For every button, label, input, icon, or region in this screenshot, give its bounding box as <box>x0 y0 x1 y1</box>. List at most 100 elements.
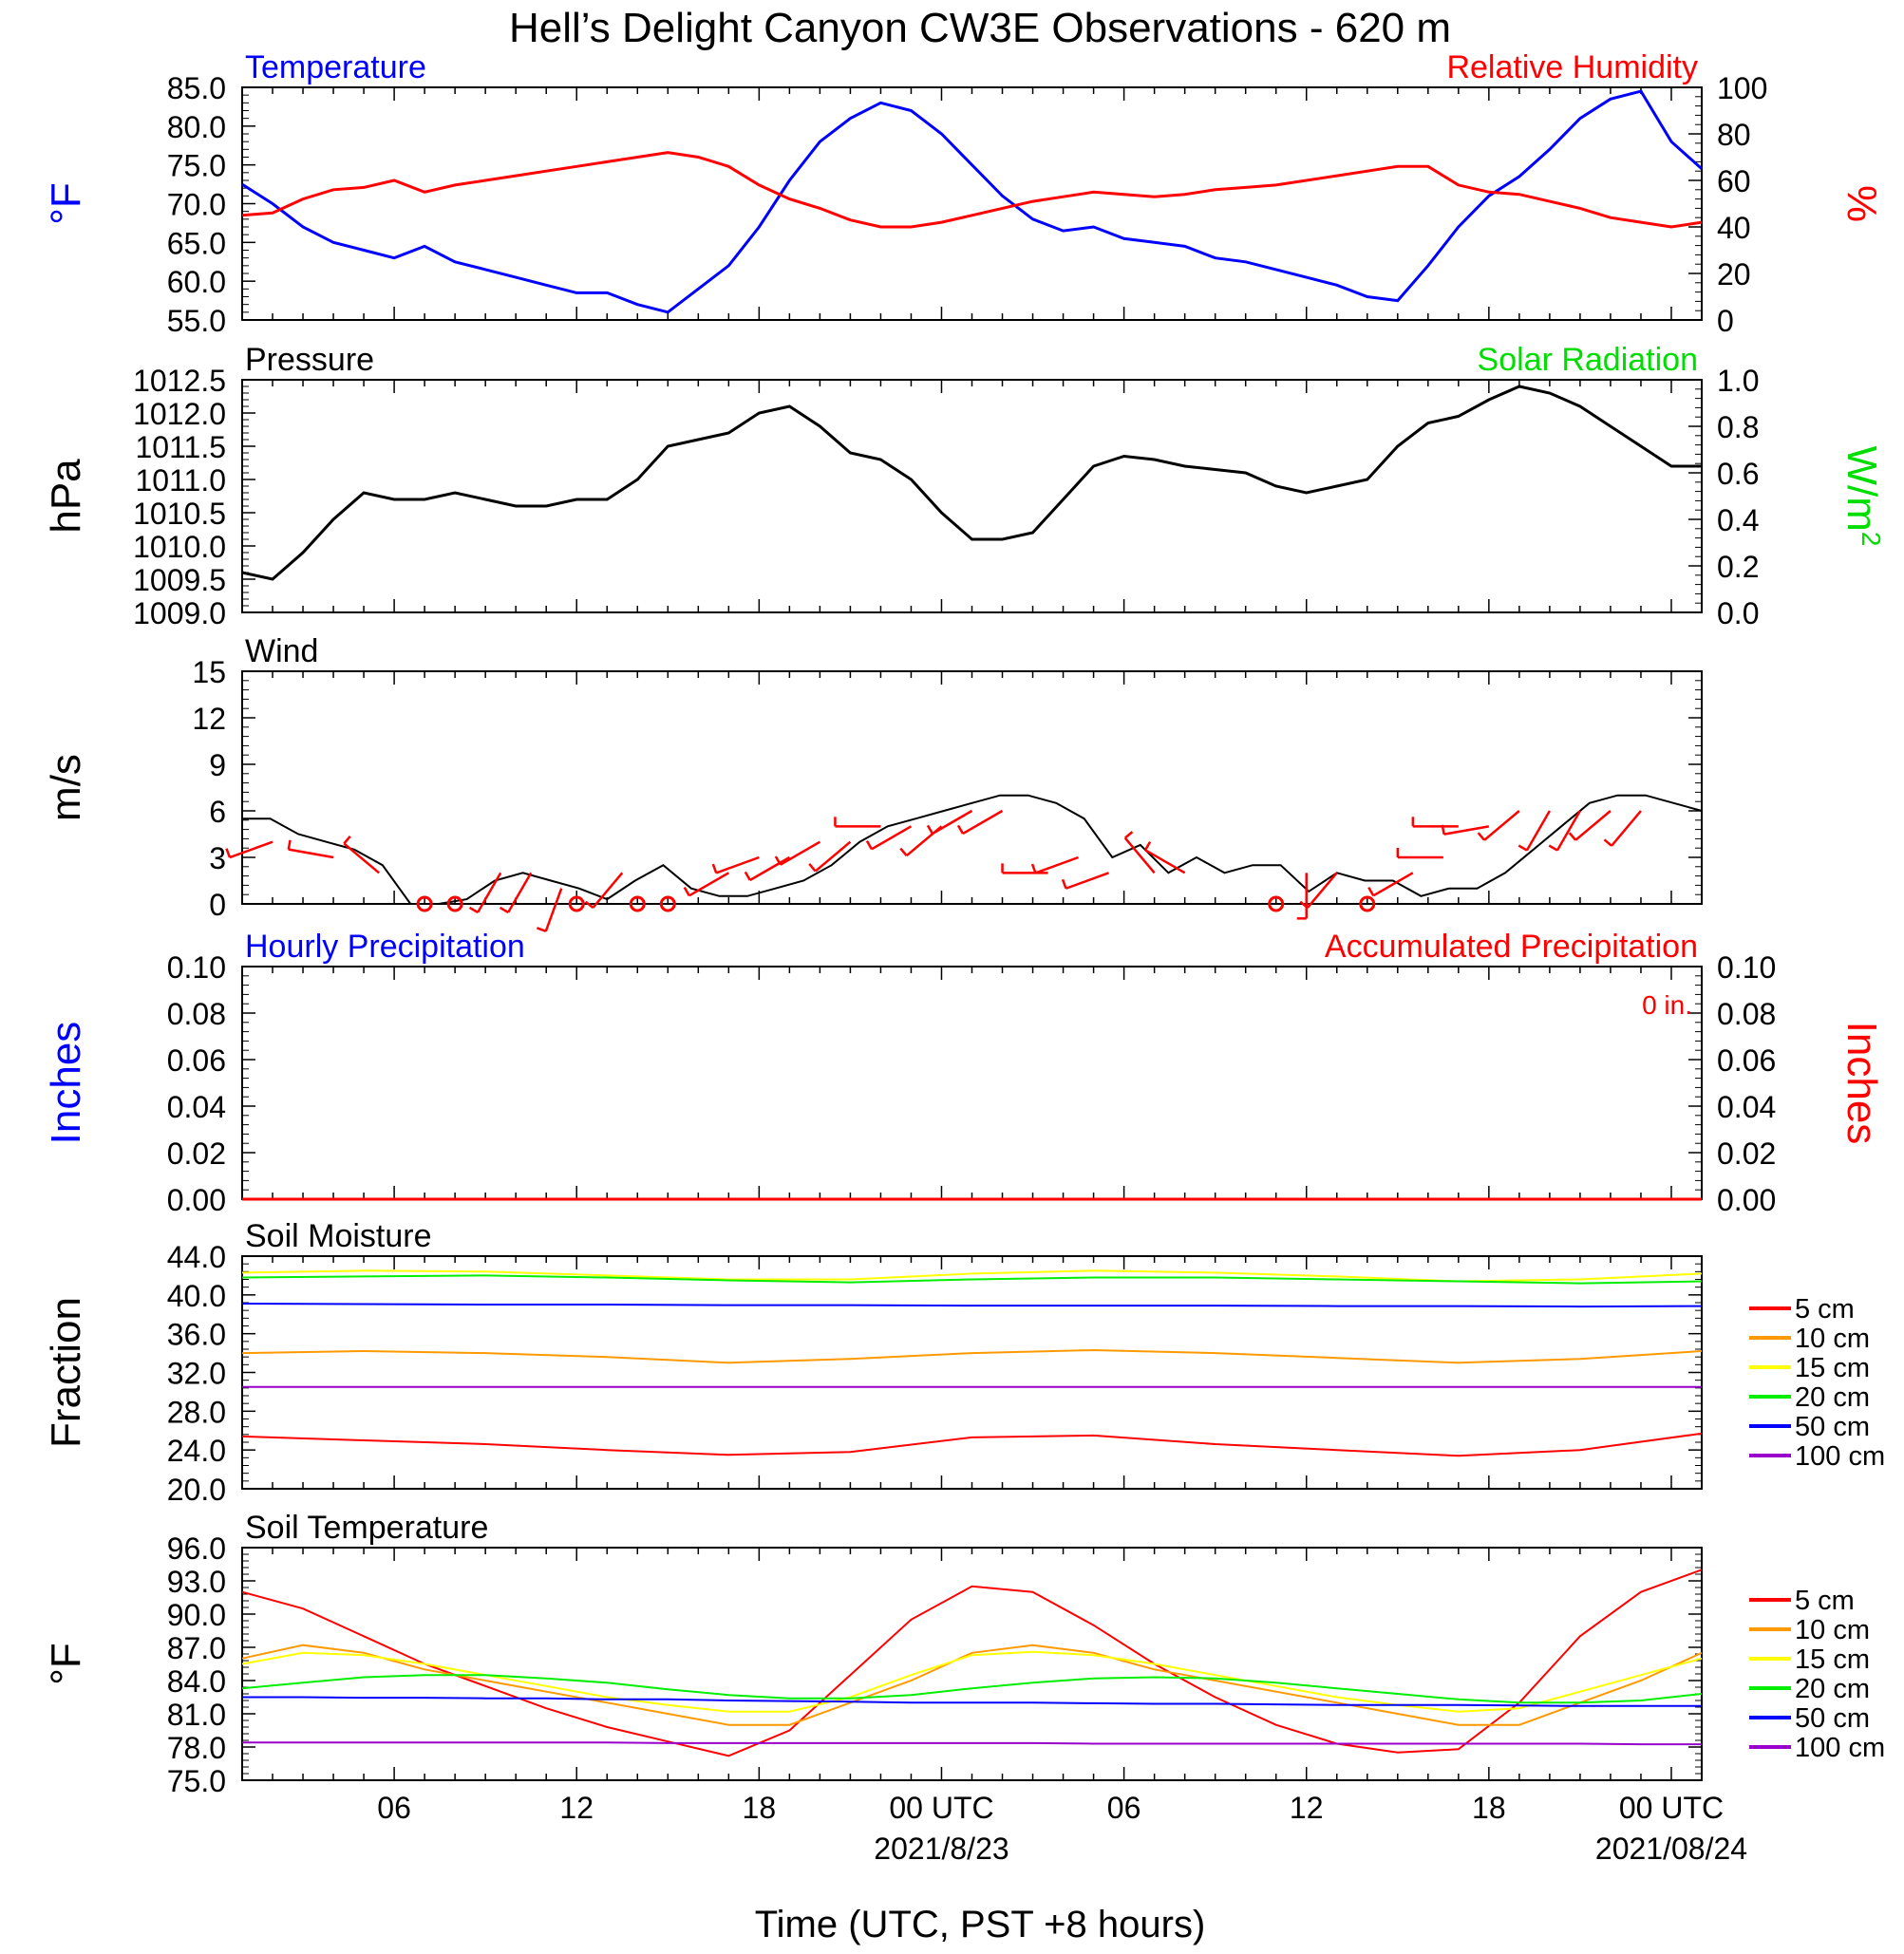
calm-wind-marker <box>416 895 433 912</box>
x-date-label: 2021/8/23 <box>874 1832 1009 1866</box>
y-tick-label: 1010.5 <box>133 497 226 531</box>
wind-barb <box>962 809 1004 836</box>
series-pressure <box>241 385 1702 581</box>
calm-wind-marker <box>446 895 463 912</box>
y2-tick-label: 0.00 <box>1717 1183 1776 1217</box>
y-tick-label: 0.04 <box>167 1090 226 1124</box>
y2-tick-label: 0.0 <box>1717 596 1759 630</box>
y2-tick-label: 0.8 <box>1717 410 1759 444</box>
y2-tick-label: 0.02 <box>1717 1137 1776 1171</box>
panel-pressure: 1009.01009.51010.01010.51011.01011.51012… <box>43 342 1887 630</box>
wind-barb-flag <box>1123 831 1134 839</box>
legend-label: 100 cm <box>1795 1733 1885 1763</box>
y2-tick-label: 0.04 <box>1717 1090 1776 1124</box>
panel-soil_temp: 75.078.081.084.087.090.093.096.0 Soil Tem… <box>43 1510 1885 1798</box>
legend-label: 5 cm <box>1795 1586 1855 1616</box>
y2-tick-label: 40 <box>1717 211 1751 245</box>
y2-tick-label: 0 <box>1717 304 1734 338</box>
wind-barb-flag <box>499 906 509 913</box>
panel-title-left: Hourly Precipitation <box>245 929 525 965</box>
wind-barb-flag <box>1299 900 1309 910</box>
y-tick-label: 40.0 <box>167 1279 226 1313</box>
panel-title-left: Soil Moisture <box>245 1218 432 1254</box>
wind-barb-flag <box>1477 832 1486 841</box>
y-tick-label: 93.0 <box>167 1565 226 1599</box>
wind-barb <box>1525 810 1551 852</box>
y-axis-label-left: °F <box>43 1643 89 1684</box>
calm-wind-marker <box>1268 895 1285 912</box>
series-relative-humidity <box>241 151 1703 229</box>
legend-label: 20 cm <box>1795 1382 1870 1413</box>
wind-barb-flag <box>899 847 908 856</box>
y-tick-label: 96.0 <box>167 1531 226 1566</box>
wind-barb <box>1372 872 1414 897</box>
series-50-cm <box>242 1696 1702 1707</box>
y-tick-label: 0.10 <box>167 950 226 985</box>
y2-tick-label: 1.0 <box>1717 364 1759 398</box>
y2-tick-label: 20 <box>1717 257 1751 291</box>
plot-frame <box>241 379 1703 613</box>
y-tick-label: 65.0 <box>167 226 226 260</box>
panel-precip: 0.00 0.02 0.04 0.06 0.08 0.10 0.00 0.02 0.04 0.06… <box>43 929 1885 1217</box>
wind-barb-flag <box>1548 844 1558 852</box>
y-tick-label: 20.0 <box>167 1473 226 1507</box>
wind-barb-flag <box>343 836 351 845</box>
x-tick-label: 06 <box>377 1791 411 1825</box>
legend-label: 15 cm <box>1795 1353 1870 1383</box>
wind-barb <box>1144 849 1186 874</box>
y2-tick-label: 0.06 <box>1717 1043 1776 1078</box>
series-wind-speed <box>242 794 1703 905</box>
y-tick-label: 9 <box>209 748 226 782</box>
panel-title-left: Soil Temperature <box>245 1510 488 1546</box>
plot-frame <box>241 1255 1703 1490</box>
wind-barb <box>871 825 913 851</box>
panels: 55.060.065.070.075.080.085.0020406080100… <box>43 49 1887 1798</box>
y-tick-label: 1010.0 <box>133 530 226 564</box>
y-tick-label: 12 <box>192 702 226 736</box>
x-tick-label: 00 UTC <box>1619 1791 1724 1825</box>
wind-barb <box>288 848 334 859</box>
wind-barb-flag <box>683 887 690 896</box>
legend-label: 15 cm <box>1795 1644 1870 1675</box>
wind-barb <box>592 872 624 909</box>
calm-wind-marker <box>1359 895 1376 912</box>
y-tick-label: 44.0 <box>167 1240 226 1274</box>
legend-label: 10 cm <box>1795 1324 1870 1354</box>
wind-barb-flag <box>584 900 594 910</box>
series-20-cm <box>241 1274 1703 1285</box>
wind-barbs <box>225 809 1642 932</box>
wind-barb <box>229 840 273 859</box>
wind-barb <box>1443 825 1490 836</box>
panel-soil_moisture: 20.0 24.0 28.0 32.0 36.0 40.0 44.0 Soil Moistur… <box>43 1218 1885 1507</box>
wind-barb <box>780 840 821 866</box>
y2-tick-label: 100 <box>1717 71 1767 105</box>
panel-title-left: Pressure <box>245 342 374 378</box>
y-tick-label: 87.0 <box>167 1631 226 1665</box>
y-tick-label: 55.0 <box>167 304 226 338</box>
y2-tick-label: 0.6 <box>1717 457 1759 491</box>
wind-barb <box>477 872 502 913</box>
y-tick-label: 3 <box>209 841 226 875</box>
series-50-cm <box>241 1303 1703 1308</box>
y-tick-label: 1009.0 <box>133 596 226 630</box>
wind-barb-flag <box>774 855 782 866</box>
y2-tick-label: 0.08 <box>1717 997 1776 1031</box>
panel-temp_rh: 55.0 60.0 65.0 70.0 75.0 80.0 85.0 0 20 40 60 80 100… <box>43 49 1885 338</box>
wind-barb <box>1574 810 1612 841</box>
wind-barb <box>814 840 852 873</box>
legend-label: 20 cm <box>1795 1674 1870 1704</box>
legend-label: 10 cm <box>1795 1615 1870 1645</box>
y-tick-label: 6 <box>209 795 226 829</box>
y-tick-label: 75.0 <box>167 1764 226 1798</box>
y2-tick-label: 0.10 <box>1717 950 1776 985</box>
wind-barb <box>1555 810 1581 852</box>
y-tick-label: 81.0 <box>167 1698 226 1732</box>
wind-barb-flag <box>1061 878 1067 890</box>
wind-barb-flag <box>956 824 965 835</box>
y-tick-label: 0.02 <box>167 1137 226 1171</box>
wind-barb-flag <box>1030 863 1037 874</box>
y-tick-label: 80.0 <box>167 110 226 144</box>
wind-barb-flag <box>711 863 718 874</box>
